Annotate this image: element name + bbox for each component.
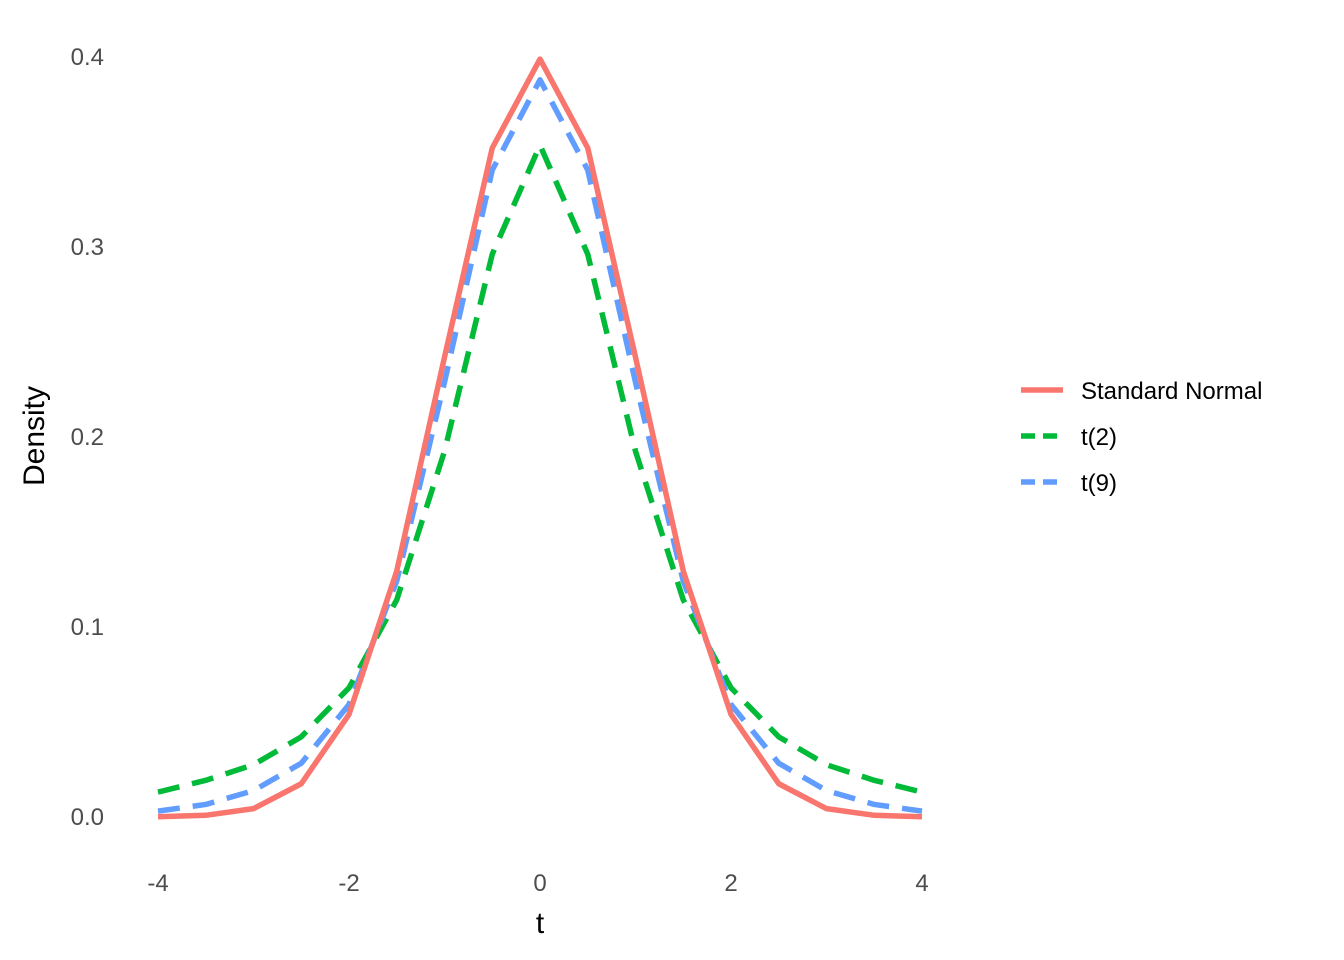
y-tick-label: 0.1 bbox=[71, 614, 104, 641]
y-axis-ticks: 0.0 0.1 0.2 0.3 0.4 bbox=[71, 44, 104, 831]
x-tick-label: -2 bbox=[338, 870, 359, 897]
x-tick-label: 2 bbox=[724, 870, 737, 897]
y-tick-label: 0.2 bbox=[71, 424, 104, 451]
series-line-standard-normal bbox=[157, 56, 923, 820]
x-tick-label: 0 bbox=[533, 870, 546, 897]
y-tick-label: 0.3 bbox=[71, 234, 104, 261]
series-line-t-9 bbox=[157, 77, 923, 814]
x-axis-ticks: -4 -2 0 2 4 bbox=[147, 870, 928, 897]
plot-area bbox=[157, 56, 923, 820]
x-tick-label: -4 bbox=[147, 870, 168, 897]
x-axis-title: t bbox=[536, 907, 545, 940]
legend-label: t(2) bbox=[1081, 424, 1117, 451]
legend-label: t(9) bbox=[1081, 470, 1117, 497]
legend-label: Standard Normal bbox=[1081, 378, 1262, 405]
x-tick-label: 4 bbox=[915, 870, 928, 897]
legend: Standard Normal t(2) t(9) bbox=[1021, 378, 1262, 497]
y-tick-label: 0.0 bbox=[71, 804, 104, 831]
y-tick-label: 0.4 bbox=[71, 44, 104, 71]
y-axis-title: Density bbox=[18, 386, 51, 486]
series-line-t-2 bbox=[157, 142, 923, 795]
